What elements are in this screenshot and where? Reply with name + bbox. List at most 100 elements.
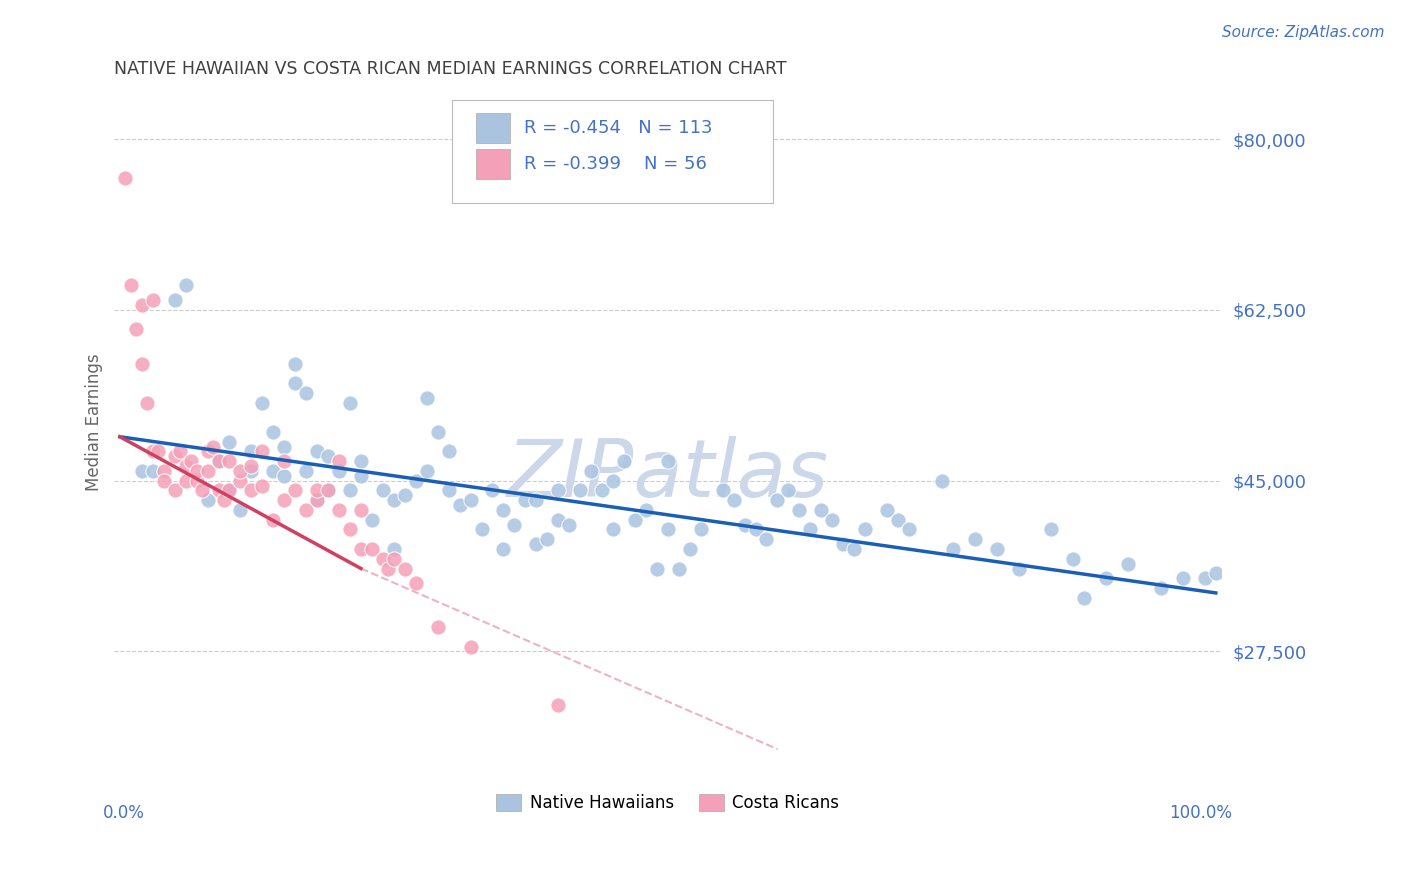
Point [503, 517, 526, 532]
Point [163, 483, 186, 498]
Point [394, 561, 416, 575]
Point [202, 440, 225, 454]
Point [536, 533, 558, 547]
Point [569, 483, 592, 498]
Point [832, 537, 855, 551]
Point [350, 503, 373, 517]
Point [481, 483, 503, 498]
Point [755, 533, 778, 547]
Point [125, 322, 148, 336]
Point [382, 541, 405, 556]
Point [624, 513, 647, 527]
Point [377, 561, 399, 575]
Y-axis label: Median Earnings: Median Earnings [86, 353, 103, 491]
Point [657, 454, 679, 468]
Point [152, 474, 174, 488]
Point [316, 450, 339, 464]
Point [602, 474, 624, 488]
Text: NATIVE HAWAIIAN VS COSTA RICAN MEDIAN EARNINGS CORRELATION CHART: NATIVE HAWAIIAN VS COSTA RICAN MEDIAN EA… [114, 60, 787, 78]
Point [131, 464, 153, 478]
Text: Source: ZipAtlas.com: Source: ZipAtlas.com [1222, 25, 1385, 40]
Point [186, 464, 208, 478]
Point [339, 395, 361, 409]
Point [887, 513, 910, 527]
Point [460, 640, 482, 654]
Point [361, 541, 384, 556]
Point [844, 541, 866, 556]
Text: R = -0.454   N = 113: R = -0.454 N = 113 [524, 120, 713, 137]
Point [711, 483, 734, 498]
Point [131, 357, 153, 371]
Point [416, 464, 439, 478]
Point [744, 523, 766, 537]
Point [295, 503, 318, 517]
Point [579, 464, 602, 478]
Point [262, 513, 284, 527]
Point [174, 278, 197, 293]
Point [131, 298, 153, 312]
FancyBboxPatch shape [477, 112, 509, 143]
Point [492, 541, 515, 556]
FancyBboxPatch shape [451, 100, 773, 203]
Point [382, 551, 405, 566]
Point [328, 503, 350, 517]
Point [789, 503, 811, 517]
Point [339, 483, 361, 498]
Point [963, 533, 986, 547]
Point [218, 483, 240, 498]
Point [197, 493, 219, 508]
Point [174, 474, 197, 488]
Point [152, 464, 174, 478]
Point [197, 464, 219, 478]
Point [295, 464, 318, 478]
Point [524, 537, 547, 551]
Point [262, 425, 284, 439]
Point [799, 523, 821, 537]
Point [668, 561, 690, 575]
Point [307, 483, 329, 498]
Point [284, 376, 307, 390]
Point [1205, 566, 1227, 581]
Point [1095, 571, 1118, 585]
Point [252, 444, 274, 458]
Point [821, 513, 844, 527]
Point [986, 541, 1008, 556]
Point [416, 391, 439, 405]
Point [174, 458, 197, 473]
Point [876, 503, 898, 517]
Point [328, 464, 350, 478]
Point [163, 293, 186, 307]
Point [547, 698, 569, 713]
Point [613, 454, 636, 468]
Point [405, 576, 427, 591]
Point [361, 513, 384, 527]
Point [350, 454, 373, 468]
Point [240, 464, 263, 478]
Point [307, 493, 329, 508]
Point [240, 444, 263, 458]
Point [207, 454, 229, 468]
Point [426, 620, 449, 634]
Point [316, 483, 339, 498]
Point [853, 523, 876, 537]
Point [524, 493, 547, 508]
Point [689, 523, 711, 537]
Point [295, 385, 318, 400]
Point [328, 454, 350, 468]
Point [229, 464, 252, 478]
Point [316, 483, 339, 498]
Point [1073, 591, 1095, 605]
Point [657, 523, 679, 537]
Point [350, 541, 373, 556]
Point [240, 458, 263, 473]
Point [810, 503, 832, 517]
Point [766, 493, 789, 508]
Point [723, 493, 745, 508]
Point [197, 444, 219, 458]
Point [426, 425, 449, 439]
Text: 100.0%: 100.0% [1170, 804, 1232, 822]
Point [515, 493, 537, 508]
Point [558, 517, 581, 532]
Point [1150, 581, 1173, 595]
Point [1062, 551, 1084, 566]
